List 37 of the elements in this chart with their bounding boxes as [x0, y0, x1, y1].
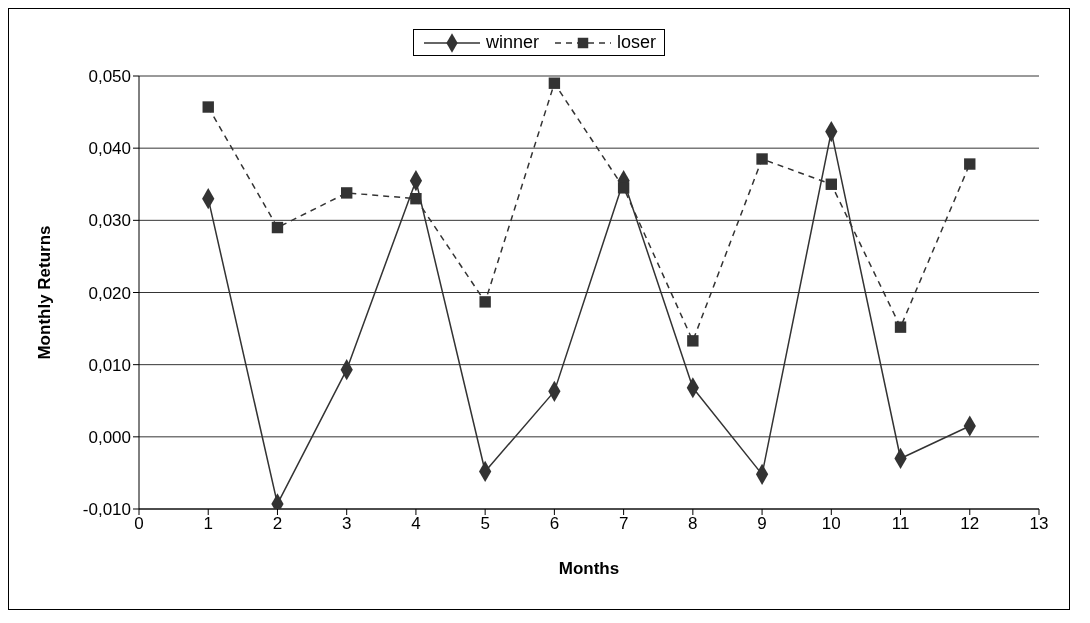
y-tick-label: -0,010 — [82, 500, 131, 520]
point — [271, 221, 284, 234]
x-tick-label: 1 — [203, 514, 213, 534]
x-tick-label: 3 — [341, 514, 352, 534]
y-tick-label: 0,040 — [88, 139, 131, 159]
point — [617, 182, 630, 194]
x-axis-title: Months — [558, 559, 620, 578]
x-tick-label: 9 — [757, 514, 767, 534]
x-tick-label: 5 — [480, 514, 490, 534]
x-tick-label: 7 — [618, 514, 629, 534]
x-tick-label: 2 — [272, 514, 283, 534]
point — [340, 187, 353, 199]
x-tick-label: 11 — [891, 514, 910, 534]
point — [410, 192, 422, 205]
y-tick-label: 0,020 — [88, 283, 131, 303]
legend-label: loser — [617, 32, 657, 53]
y-tick-label: 0,010 — [88, 355, 131, 375]
x-tick-label: 8 — [688, 514, 698, 534]
x-tick-label: 10 — [821, 514, 841, 534]
y-tick-label: 0,000 — [88, 427, 131, 447]
point — [756, 153, 768, 165]
point — [825, 178, 838, 190]
x-tick-label: 12 — [960, 514, 980, 534]
y-tick-label: 0,030 — [88, 211, 131, 231]
point — [964, 158, 976, 170]
y-axis-title: Monthly Returns — [35, 225, 55, 360]
legend-label: winner — [485, 32, 539, 53]
point — [894, 321, 907, 333]
point — [548, 77, 561, 89]
x-tick-label: 0 — [134, 514, 144, 534]
y-tick-label: 0,050 — [88, 67, 131, 87]
point — [479, 296, 491, 308]
point — [687, 335, 699, 347]
x-tick-label: 4 — [411, 514, 421, 534]
point — [202, 101, 214, 113]
x-tick-label: 6 — [549, 514, 560, 534]
x-tick-label: 13 — [1029, 514, 1049, 534]
